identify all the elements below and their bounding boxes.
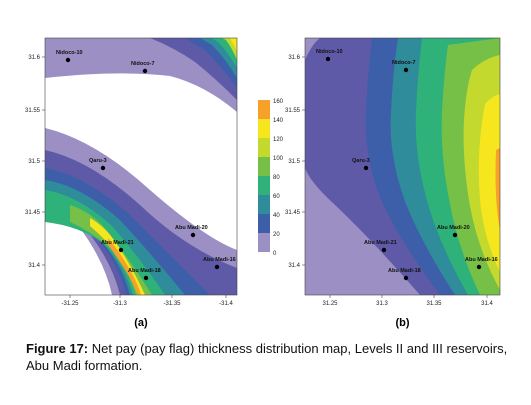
colorbar-label: 60 bbox=[273, 194, 280, 200]
well-marker bbox=[143, 275, 149, 281]
caption: Figure 17: Net pay (pay flag) thickness … bbox=[26, 340, 516, 374]
well-marker bbox=[118, 247, 124, 253]
colorbar-label: 100 bbox=[273, 156, 284, 162]
well-label: Abu Madi-20 bbox=[175, 225, 208, 231]
y-tick-label: 31.55 bbox=[25, 108, 41, 114]
well-marker bbox=[403, 275, 409, 281]
y-tick-label: 31.55 bbox=[285, 108, 301, 114]
well-label: Qaru-3 bbox=[352, 158, 370, 164]
map-a bbox=[45, 38, 237, 295]
colorbar-label: 160 bbox=[273, 99, 284, 105]
y-tick-label: 31.45 bbox=[285, 210, 301, 216]
well-marker bbox=[142, 68, 148, 74]
well-marker bbox=[452, 232, 458, 238]
well-label: Nidoco-10 bbox=[316, 49, 343, 55]
well-marker bbox=[190, 232, 196, 238]
well-marker bbox=[325, 56, 331, 62]
well-label: Abu Madi-16 bbox=[203, 257, 236, 263]
frame-a bbox=[44, 37, 238, 296]
y-tick-label: 31.5 bbox=[28, 159, 40, 165]
well-label: Abu Madi-18 bbox=[128, 268, 161, 274]
well-marker bbox=[476, 264, 482, 270]
y-tick-label: 31.5 bbox=[288, 159, 300, 165]
colorbar bbox=[258, 100, 270, 252]
well-label: Abu Madi-21 bbox=[364, 240, 397, 246]
well-marker bbox=[403, 67, 409, 73]
x-tick-label: 31.35 bbox=[426, 301, 442, 307]
figure: (a) 31.6 31.55 31.5 31.45 31.4 -31.25 -31.3 -31.… bbox=[25, 37, 501, 329]
y-tick-label: 31.4 bbox=[28, 263, 40, 269]
well-marker bbox=[381, 247, 387, 253]
well-marker bbox=[214, 264, 220, 270]
map-b bbox=[305, 38, 500, 295]
x-tick-label: 31.4 bbox=[481, 301, 493, 307]
frame-b bbox=[304, 37, 501, 296]
colorbar-label: 120 bbox=[273, 137, 284, 143]
colorbar-label: 80 bbox=[273, 175, 280, 181]
x-tick-label: -31.25 bbox=[61, 301, 79, 307]
caption-text: Net pay (pay flag) thickness distributio… bbox=[26, 341, 508, 373]
panel-label: (a) bbox=[134, 317, 148, 329]
colorbar-label: 140 bbox=[273, 118, 284, 124]
y-tick-label: 31.6 bbox=[28, 55, 40, 61]
well-label: Nidoco-7 bbox=[392, 60, 416, 66]
well-label: Qaru-3 bbox=[89, 158, 107, 164]
x-tick-label: -31.4 bbox=[219, 301, 233, 307]
well-marker bbox=[65, 57, 71, 63]
well-label: Nidoco-7 bbox=[131, 61, 155, 67]
well-label: Abu Madi-21 bbox=[101, 240, 134, 246]
caption-prefix: Figure 17: bbox=[26, 341, 89, 356]
y-tick-label: 31.6 bbox=[288, 55, 300, 61]
well-marker bbox=[363, 165, 369, 171]
well-label: Nidoco-10 bbox=[56, 50, 83, 56]
x-tick-label: 31.25 bbox=[322, 301, 338, 307]
y-tick-label: 31.4 bbox=[288, 263, 300, 269]
well-label: Abu Madi-16 bbox=[465, 257, 498, 263]
well-label: Abu Madi-18 bbox=[388, 268, 421, 274]
well-marker bbox=[100, 165, 106, 171]
colorbar-label: 40 bbox=[273, 213, 280, 219]
colorbar-label: 0 bbox=[273, 251, 277, 257]
well-label: Abu Madi-20 bbox=[437, 225, 470, 231]
x-tick-label: -31.35 bbox=[163, 301, 181, 307]
x-tick-label: -31.3 bbox=[113, 301, 127, 307]
panel-label: (b) bbox=[395, 317, 409, 329]
y-tick-label: 31.45 bbox=[25, 210, 41, 216]
colorbar-label: 20 bbox=[273, 232, 280, 238]
x-tick-label: 31.3 bbox=[376, 301, 388, 307]
